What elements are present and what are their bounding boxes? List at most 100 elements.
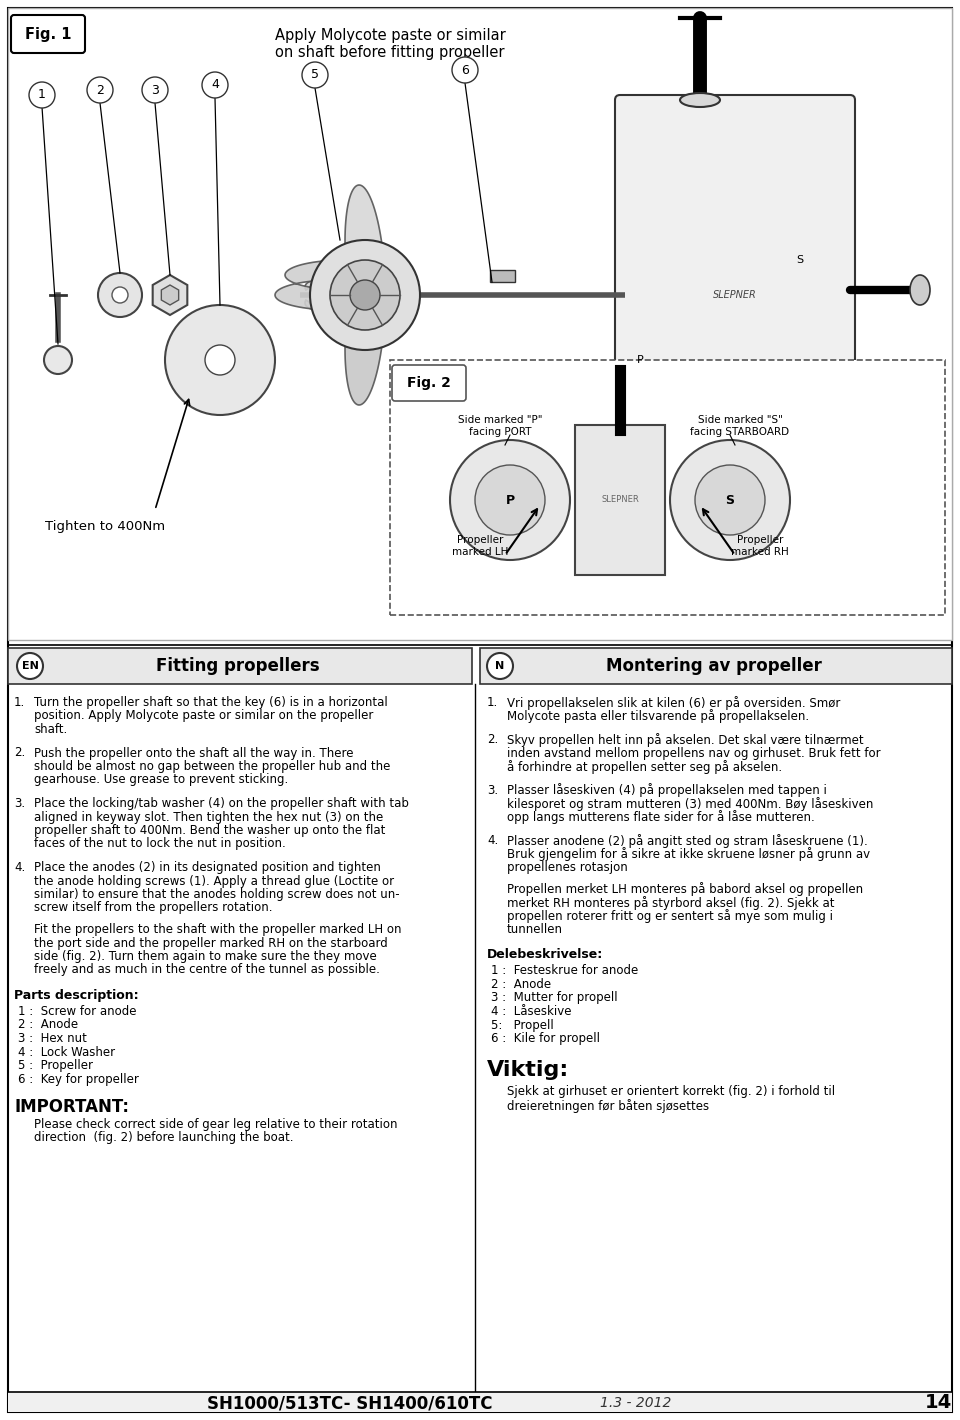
Text: Plasser låseskiven (4) på propellakselen med tappen i: Plasser låseskiven (4) på propellakselen… <box>507 784 827 798</box>
Bar <box>8 648 472 684</box>
Circle shape <box>29 82 55 108</box>
Circle shape <box>142 77 168 104</box>
Text: 2 :  Anode: 2 : Anode <box>18 1018 78 1031</box>
Circle shape <box>205 345 235 375</box>
Text: SH1000/513TC- SH1400/610TC: SH1000/513TC- SH1400/610TC <box>207 1394 492 1411</box>
Text: 2.: 2. <box>14 747 25 760</box>
Text: 1 :  Festeskrue for anode: 1 : Festeskrue for anode <box>491 964 638 977</box>
Text: SLEPNER: SLEPNER <box>713 290 756 300</box>
Text: å forhindre at propellen setter seg på akselen.: å forhindre at propellen setter seg på a… <box>507 760 782 774</box>
Text: Parts description:: Parts description: <box>14 988 138 1003</box>
Text: Place the anodes (2) in its designated position and tighten: Place the anodes (2) in its designated p… <box>34 861 381 873</box>
Text: 4 :  Låseskive: 4 : Låseskive <box>491 1005 571 1018</box>
Text: 4.: 4. <box>14 861 25 873</box>
Text: gearhouse. Use grease to prevent sticking.: gearhouse. Use grease to prevent stickin… <box>34 774 288 787</box>
Text: 4 :  Lock Washer: 4 : Lock Washer <box>18 1045 115 1058</box>
Text: Montering av propeller: Montering av propeller <box>606 657 822 674</box>
Text: 5: 5 <box>311 68 319 81</box>
Text: 14: 14 <box>924 1393 951 1413</box>
Text: 6 :  Key for propeller: 6 : Key for propeller <box>18 1072 139 1085</box>
Text: 4: 4 <box>211 78 219 91</box>
Text: 3 :  Mutter for propell: 3 : Mutter for propell <box>491 991 617 1004</box>
Text: IMPORTANT:: IMPORTANT: <box>14 1098 129 1116</box>
Circle shape <box>475 464 545 535</box>
Polygon shape <box>305 185 384 290</box>
Text: 1.: 1. <box>14 696 25 709</box>
Bar <box>8 1392 952 1411</box>
Text: kilesporet og stram mutteren (3) med 400Nm. Bøy låseskiven: kilesporet og stram mutteren (3) med 400… <box>507 797 874 811</box>
Circle shape <box>695 464 765 535</box>
Text: Fit the propellers to the shaft with the propeller marked LH on: Fit the propellers to the shaft with the… <box>34 923 401 936</box>
Circle shape <box>310 240 420 349</box>
Text: 5:   Propell: 5: Propell <box>491 1018 554 1031</box>
FancyBboxPatch shape <box>615 95 855 444</box>
Circle shape <box>350 280 380 310</box>
Text: Turn the propeller shaft so that the key (6) is in a horizontal: Turn the propeller shaft so that the key… <box>34 696 388 709</box>
Text: 3.: 3. <box>487 784 498 797</box>
Text: Please check correct side of gear leg relative to their rotation: Please check correct side of gear leg re… <box>34 1118 397 1130</box>
Text: Fig. 2: Fig. 2 <box>407 376 451 390</box>
Text: Delebeskrivelse:: Delebeskrivelse: <box>487 949 603 961</box>
Text: direction  (fig. 2) before launching the boat.: direction (fig. 2) before launching the … <box>34 1132 294 1145</box>
Text: Push the propeller onto the shaft all the way in. There: Push the propeller onto the shaft all th… <box>34 747 353 760</box>
Text: 6: 6 <box>461 64 468 77</box>
Text: Place the locking/tab washer (4) on the propeller shaft with tab: Place the locking/tab washer (4) on the … <box>34 797 409 809</box>
Text: 3.: 3. <box>14 797 25 809</box>
Circle shape <box>87 77 113 104</box>
Bar <box>575 425 665 575</box>
Text: Fitting propellers: Fitting propellers <box>156 657 320 674</box>
FancyBboxPatch shape <box>11 16 85 53</box>
Text: position. Apply Molycote paste or similar on the propeller: position. Apply Molycote paste or simila… <box>34 710 373 723</box>
Text: EN: EN <box>21 660 38 672</box>
Text: propellenes rotasjon: propellenes rotasjon <box>507 861 628 873</box>
Text: S: S <box>797 256 804 266</box>
Circle shape <box>17 653 43 679</box>
Text: Skyv propellen helt inn på akselen. Det skal være tilnærmet: Skyv propellen helt inn på akselen. Det … <box>507 733 864 747</box>
Circle shape <box>98 273 142 317</box>
Text: Propeller
marked RH: Propeller marked RH <box>732 535 789 557</box>
Circle shape <box>330 260 400 329</box>
Text: 4.: 4. <box>487 834 498 846</box>
Polygon shape <box>161 285 179 305</box>
Text: 1: 1 <box>38 88 46 101</box>
Polygon shape <box>276 260 345 310</box>
Ellipse shape <box>910 275 930 305</box>
Text: 5 :  Propeller: 5 : Propeller <box>18 1059 93 1072</box>
Polygon shape <box>153 275 187 315</box>
Text: 1.3 - 2012: 1.3 - 2012 <box>600 1396 671 1410</box>
Text: aligned in keyway slot. Then tighten the hex nut (3) on the: aligned in keyway slot. Then tighten the… <box>34 811 383 824</box>
Text: freely and as much in the centre of the tunnel as possible.: freely and as much in the centre of the … <box>34 964 380 977</box>
Text: faces of the nut to lock the nut in position.: faces of the nut to lock the nut in posi… <box>34 838 286 851</box>
Text: Propeller
marked LH: Propeller marked LH <box>452 535 508 557</box>
Text: propeller shaft to 400Nm. Bend the washer up onto the flat: propeller shaft to 400Nm. Bend the washe… <box>34 824 385 836</box>
Circle shape <box>44 346 72 373</box>
Text: Propellen merket LH monteres på babord aksel og propellen: Propellen merket LH monteres på babord a… <box>507 882 863 896</box>
FancyBboxPatch shape <box>392 365 466 400</box>
Text: Sjekk at girhuset er orientert korrekt (fig. 2) i forhold til: Sjekk at girhuset er orientert korrekt (… <box>507 1085 835 1099</box>
Circle shape <box>452 57 478 82</box>
Circle shape <box>670 440 790 559</box>
Text: 1.: 1. <box>487 696 498 709</box>
Text: propellen roterer fritt og er sentert så mye som mulig i: propellen roterer fritt og er sentert så… <box>507 909 833 923</box>
Circle shape <box>487 653 513 679</box>
Text: Bruk gjengelim for å sikre at ikke skruene løsner på grunn av: Bruk gjengelim for å sikre at ikke skrue… <box>507 848 870 862</box>
Text: Tighten to 400Nm: Tighten to 400Nm <box>45 520 165 532</box>
Circle shape <box>202 72 228 98</box>
Text: 6 :  Kile for propell: 6 : Kile for propell <box>491 1032 600 1045</box>
Circle shape <box>450 440 570 559</box>
Text: 2.: 2. <box>487 733 498 746</box>
Text: SLEPNER: SLEPNER <box>601 496 638 504</box>
Text: Side marked "S"
facing STARBOARD: Side marked "S" facing STARBOARD <box>690 415 789 436</box>
Text: S: S <box>726 494 734 507</box>
Bar <box>8 9 952 640</box>
Text: Fig. 1: Fig. 1 <box>25 27 71 41</box>
Text: Apply Molycote paste or similar
on shaft before fitting propeller: Apply Molycote paste or similar on shaft… <box>275 28 505 61</box>
Text: tunnellen: tunnellen <box>507 923 563 936</box>
Bar <box>480 648 952 684</box>
Text: N: N <box>495 660 505 672</box>
Text: opp langs mutterens flate sider for å låse mutteren.: opp langs mutterens flate sider for å lå… <box>507 811 815 825</box>
Text: Viktig:: Viktig: <box>487 1059 569 1079</box>
Text: 2: 2 <box>96 84 104 97</box>
Circle shape <box>302 62 328 88</box>
Text: Side marked "P"
facing PORT: Side marked "P" facing PORT <box>458 415 542 436</box>
